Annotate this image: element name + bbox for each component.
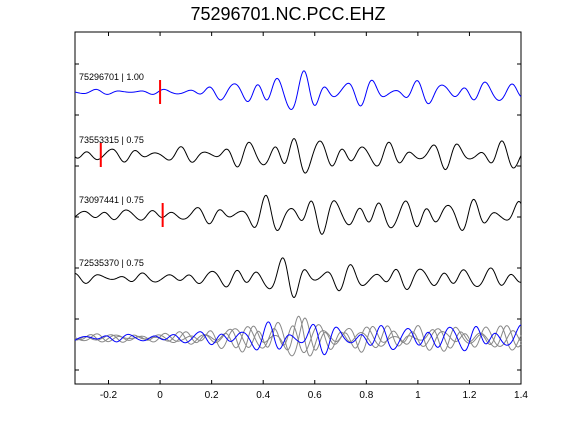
x-tick-label: 0: [157, 390, 163, 401]
trace-label: 73553315 | 0.75: [79, 135, 144, 145]
trace-line: [74, 70, 522, 110]
x-tick-label: -0.2: [100, 390, 118, 401]
trace-label: 75296701 | 1.00: [79, 72, 144, 82]
plot-frame: [74, 31, 522, 385]
x-tick-label: 0.6: [308, 390, 322, 401]
trace-label: 73097441 | 0.75: [79, 195, 144, 205]
trace-label: 72535370 | 0.75: [79, 258, 144, 268]
trace-line: [74, 257, 522, 298]
x-tick-label: 1: [415, 390, 421, 401]
trace-line: [74, 194, 522, 235]
stack-trace: [74, 321, 522, 356]
x-tick-label: 0.4: [256, 390, 270, 401]
stack-trace: [74, 315, 522, 357]
x-axis: -0.2 0 0.2 0.4 0.6 0.8 1 1.2 1.4: [100, 32, 528, 401]
x-tick-label: 1.4: [514, 390, 528, 401]
traces: 75296701 | 1.00 73553315 | 0.75 73097441 |…: [74, 70, 522, 298]
y-ticks: [75, 63, 521, 371]
x-tick-label: 0.8: [359, 390, 373, 401]
stack-overlay: [74, 315, 522, 357]
trace-line: [74, 138, 522, 174]
stack-trace: [74, 324, 522, 354]
x-tick-label: 1.2: [462, 390, 476, 401]
x-tick-label: 0.2: [205, 390, 219, 401]
page-title: 75296701.NC.PCC.EHZ: [190, 4, 386, 24]
